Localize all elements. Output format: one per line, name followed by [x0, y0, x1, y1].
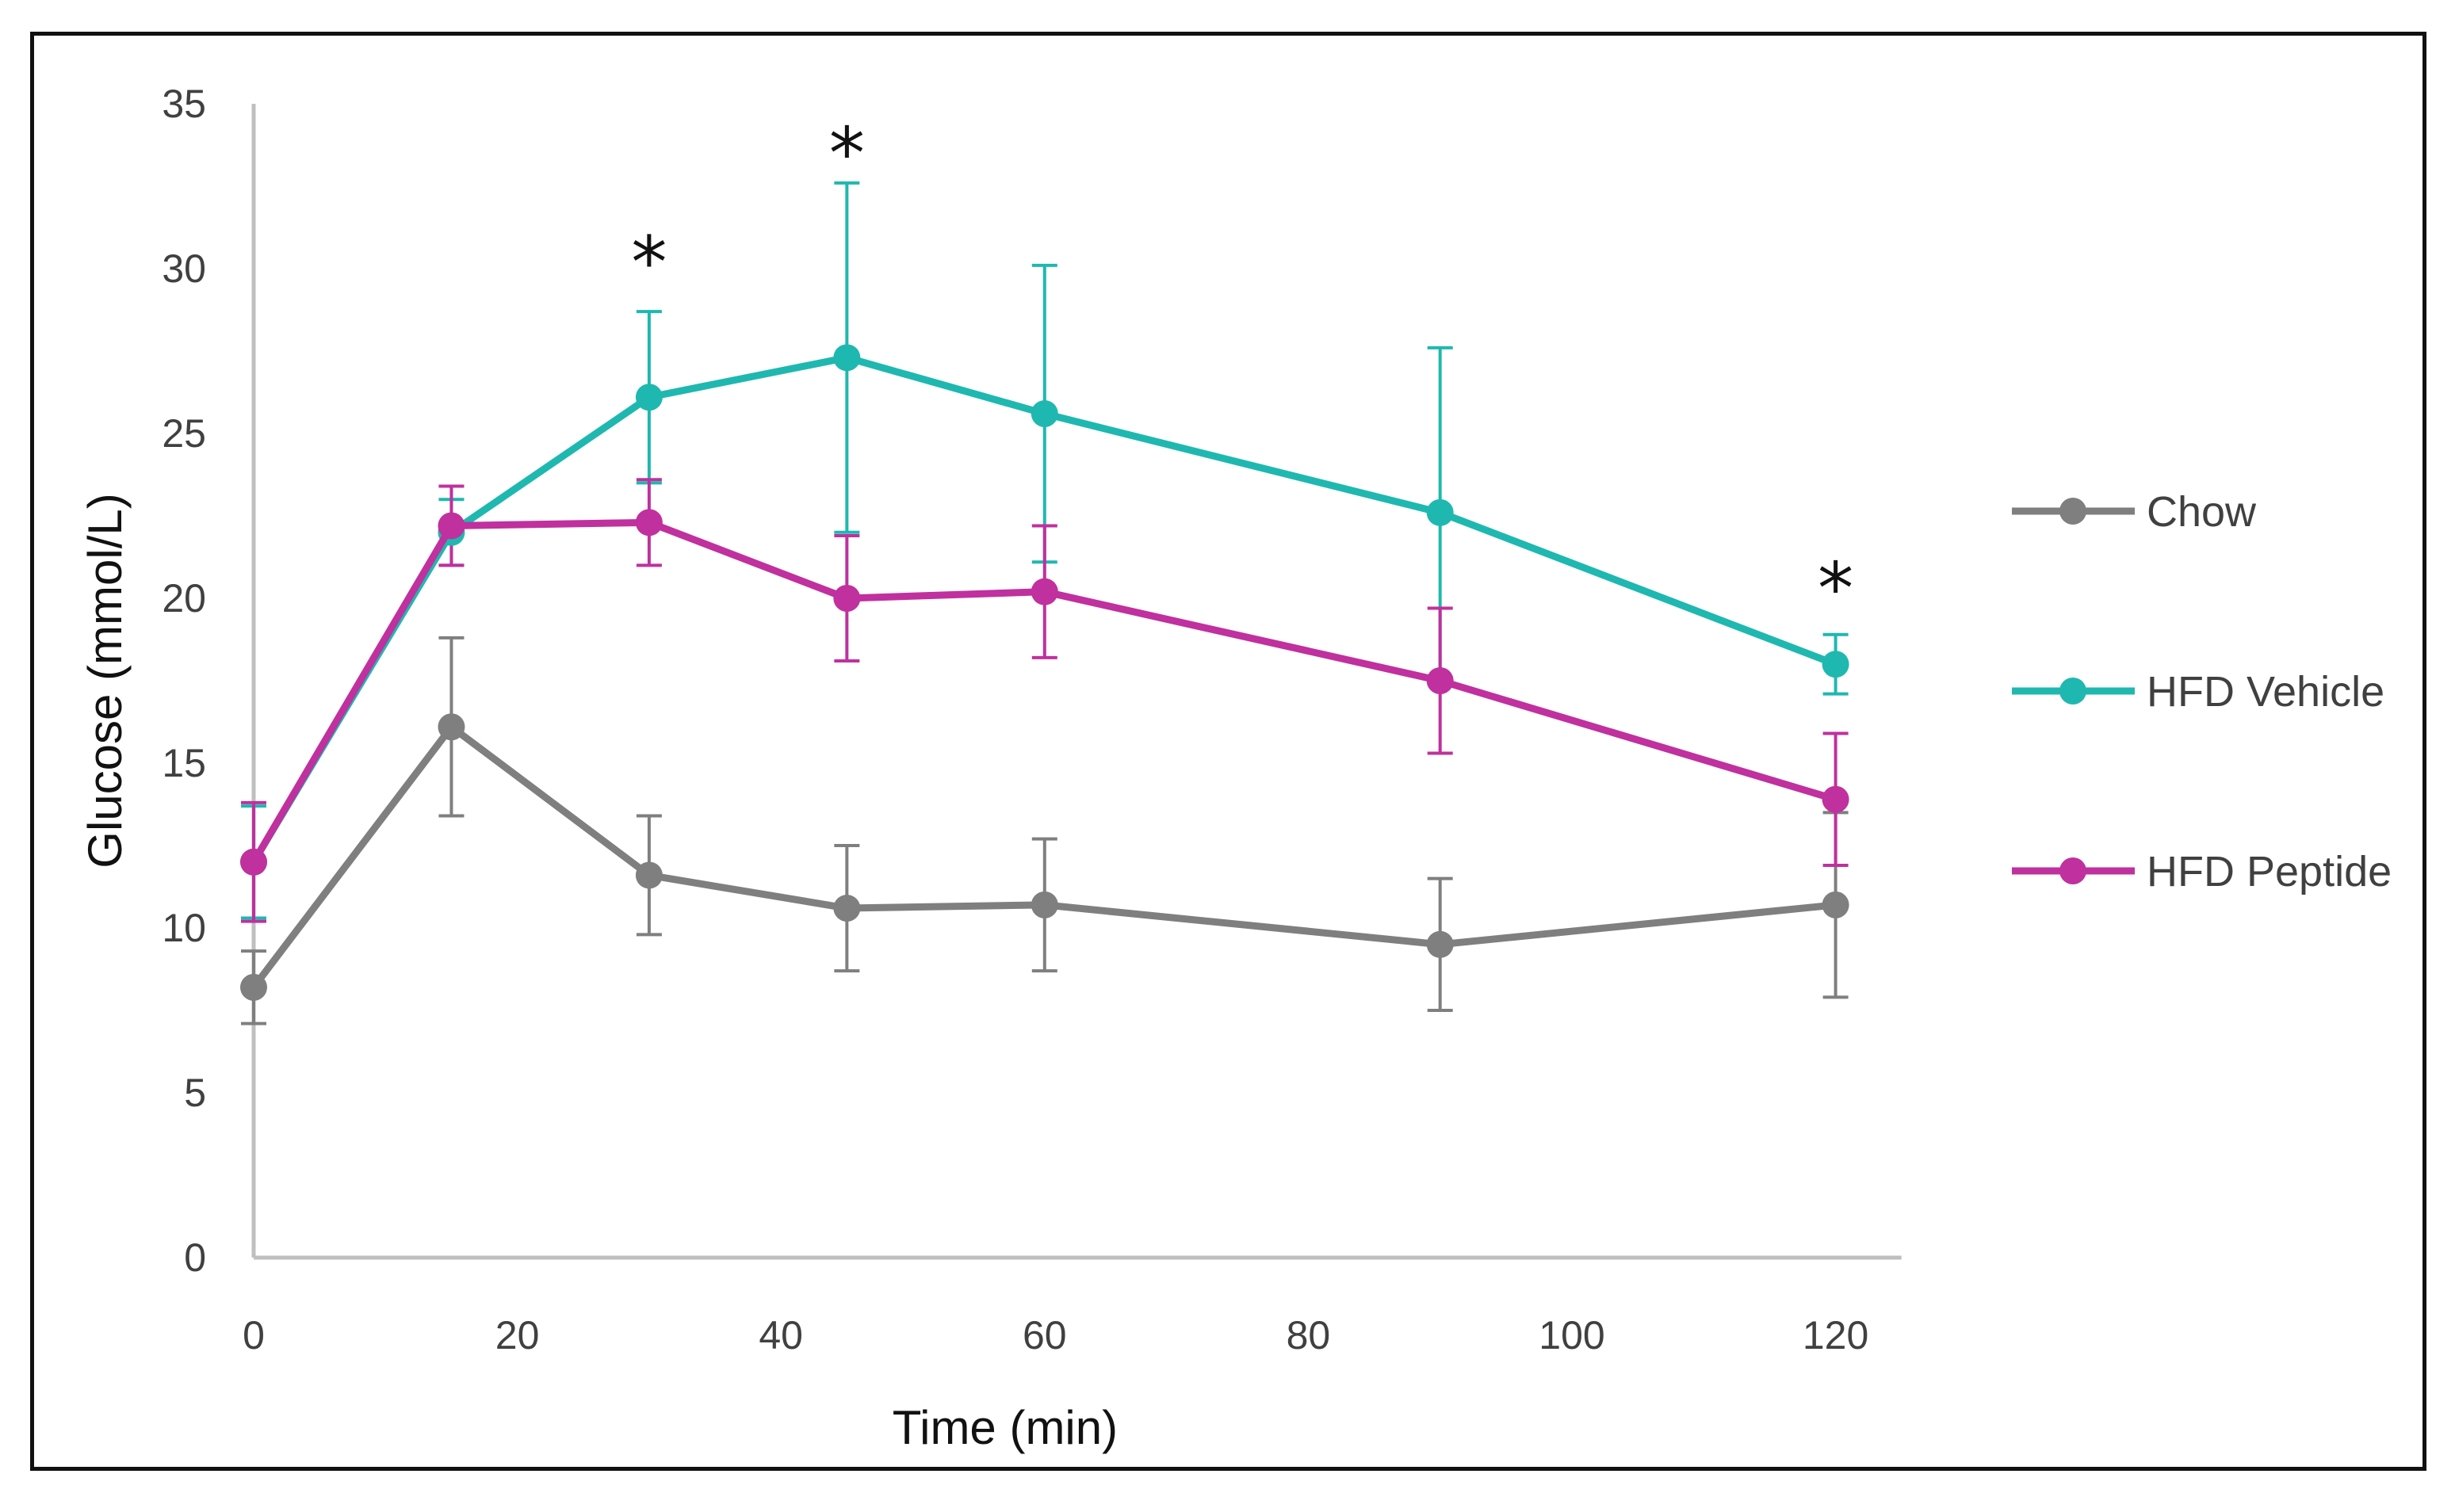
x-tick-label: 40	[759, 1313, 803, 1357]
data-point-chow	[635, 861, 663, 889]
data-point-hfd-peptide	[240, 848, 267, 876]
y-tick-label: 10	[162, 906, 206, 950]
y-tick-label: 0	[184, 1235, 206, 1280]
x-tick-label: 100	[1539, 1313, 1604, 1357]
data-point-chow	[240, 973, 267, 1001]
data-point-hfd-vehicle	[1822, 651, 1849, 678]
y-axis-title: Glucose (mmol/L)	[78, 493, 132, 868]
y-tick-label: 5	[184, 1071, 206, 1115]
y-tick-label: 20	[162, 576, 206, 620]
x-tick-label: 60	[1023, 1313, 1067, 1357]
data-point-hfd-peptide	[438, 512, 465, 540]
legend-label: Chow	[2147, 488, 2257, 536]
x-tick-label: 120	[1803, 1313, 1868, 1357]
significance-marker: *	[1818, 548, 1853, 631]
significance-marker: *	[631, 221, 667, 304]
data-point-hfd-peptide	[1426, 667, 1454, 694]
data-point-hfd-vehicle	[833, 344, 861, 372]
x-axis-title: Time (min)	[893, 1401, 1118, 1454]
data-point-hfd-vehicle	[635, 384, 663, 411]
data-point-hfd-peptide	[1822, 785, 1849, 813]
legend-label: HFD Vehicle	[2147, 668, 2384, 716]
legend-entry-hfd-vehicle: HFD Vehicle	[2012, 668, 2384, 716]
data-point-chow	[833, 895, 861, 922]
data-point-chow	[1031, 891, 1058, 918]
data-point-chow	[1426, 930, 1454, 958]
data-point-chow	[1822, 891, 1849, 918]
x-tick-label: 80	[1287, 1313, 1331, 1357]
y-tick-label: 35	[162, 82, 206, 126]
data-point-hfd-peptide	[1031, 578, 1058, 605]
data-point-hfd-vehicle	[1426, 498, 1454, 526]
glucose-tolerance-chart: 0 5 10 15 20 25 30 35 0 20 40 60 80 100 120 * * * Chow HF…	[78, 82, 2392, 1454]
chart-frame: 0 5 10 15 20 25 30 35 0 20 40 60 80 100 120 * * * Chow HF…	[30, 32, 2426, 1471]
x-tick-label: 20	[495, 1313, 540, 1357]
data-point-hfd-vehicle	[1031, 400, 1058, 428]
y-tick-label: 15	[162, 741, 206, 785]
legend-swatch-marker	[2059, 498, 2086, 525]
legend-swatch-marker	[2059, 678, 2086, 704]
y-tick-label: 25	[162, 411, 206, 456]
x-tick-label: 0	[243, 1313, 265, 1357]
data-point-hfd-peptide	[635, 509, 663, 536]
legend-label: HFD Peptide	[2147, 848, 2392, 895]
y-tick-label: 30	[162, 246, 206, 291]
legend-entry-hfd-peptide: HFD Peptide	[2012, 848, 2392, 895]
legend-swatch-marker	[2059, 857, 2086, 884]
data-point-chow	[438, 713, 465, 741]
data-point-hfd-peptide	[833, 585, 861, 612]
legend-entry-chow: Chow	[2012, 488, 2257, 536]
significance-marker: *	[829, 113, 865, 196]
